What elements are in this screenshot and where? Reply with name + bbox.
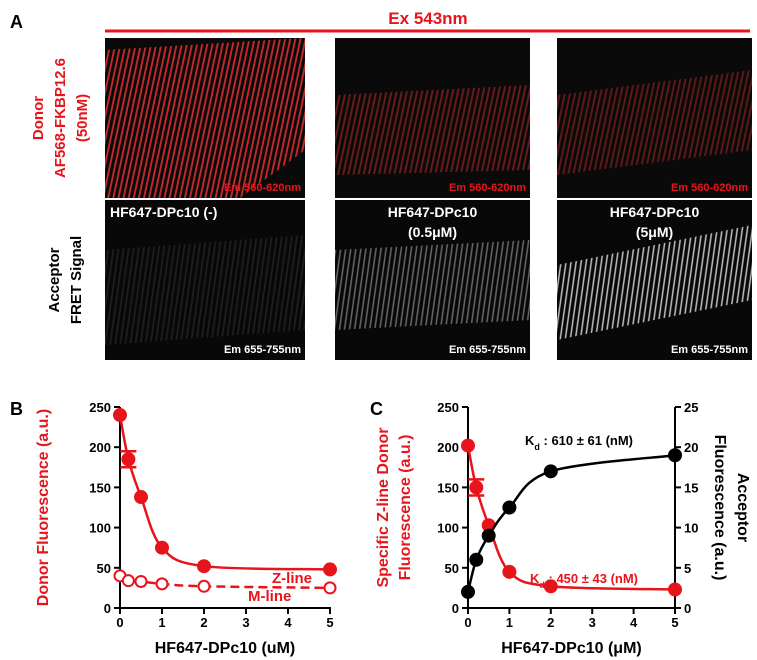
- series-line: [118, 414, 331, 571]
- y-tick-label: 0: [104, 601, 111, 616]
- y-tick-label: 50: [97, 561, 111, 576]
- y-tick-label: 200: [437, 440, 459, 455]
- data-point: [668, 582, 682, 597]
- annotation-part: d: [534, 442, 540, 452]
- x-axis-label: HF647-DPc10 (μM): [501, 640, 642, 657]
- image-caption: Em 560-620nm: [224, 182, 301, 194]
- data-point: [134, 574, 148, 588]
- data-point: [668, 448, 682, 463]
- row-label: Acceptor: [46, 247, 63, 312]
- data-point: [121, 452, 136, 467]
- x-tick-label: 4: [630, 615, 638, 630]
- y-tick-label: 50: [445, 561, 459, 576]
- data-point: [323, 581, 337, 595]
- y-axis-label: Fluorescence (a.u.): [397, 435, 414, 581]
- data-point: [197, 579, 211, 593]
- image-caption: Em 560-620nm: [449, 182, 526, 194]
- x-axis-label: HF647-DPc10 (uM): [155, 640, 295, 657]
- image-title: HF647-DPc10: [388, 204, 478, 220]
- series-label: M-line: [248, 588, 291, 605]
- data-point: [113, 408, 127, 423]
- image-caption: Em 655-755nm: [224, 344, 301, 356]
- annotation-part: : 450 ± 43 (nM): [545, 571, 638, 586]
- data-point: [323, 562, 337, 577]
- data-point: [543, 464, 558, 479]
- image-caption: Em 655-755nm: [671, 344, 748, 356]
- annotation: Kd : 450 ± 43 (nM): [530, 571, 638, 590]
- x-tick-label: 0: [464, 615, 471, 630]
- data-point: [502, 564, 517, 579]
- x-tick-label: 2: [547, 615, 554, 630]
- data-point: [502, 500, 517, 515]
- series-label: Z-line: [272, 570, 312, 587]
- image-title: (5μM): [636, 224, 673, 240]
- image-title: HF647-DPc10 (-): [110, 204, 217, 220]
- annotation-part: K: [530, 571, 540, 586]
- image-title: HF647-DPc10: [610, 204, 700, 220]
- data-point: [461, 438, 475, 453]
- data-point: [461, 584, 475, 599]
- x-tick-label: 1: [158, 615, 165, 630]
- x-tick-label: 3: [589, 615, 596, 630]
- data-point: [543, 579, 558, 594]
- x-tick-label: 1: [506, 615, 513, 630]
- x-tick-label: 5: [671, 615, 678, 630]
- panel-label: C: [370, 399, 383, 419]
- panel-label: A: [10, 12, 23, 32]
- y-tick-label: 250: [437, 400, 459, 415]
- y-tick-label: 150: [437, 480, 459, 495]
- y-axis-label: Donor Fluorescence (a.u.): [35, 409, 52, 606]
- x-tick-label: 0: [116, 615, 123, 630]
- annotation: Kd : 610 ± 61 (nM): [525, 433, 633, 452]
- y2-axis-label: Fluorescence (a.u.): [711, 435, 728, 581]
- x-tick-label: 2: [200, 615, 207, 630]
- annotation-part: : 610 ± 61 (nM): [540, 433, 633, 448]
- y2-tick-label: 10: [684, 521, 698, 536]
- y2-tick-label: 0: [684, 601, 691, 616]
- series-line: [119, 574, 331, 590]
- y2-tick-label: 5: [684, 561, 691, 576]
- data-point: [481, 528, 496, 543]
- y-tick-label: 0: [452, 601, 459, 616]
- data-point: [155, 540, 169, 555]
- y-tick-label: 150: [89, 480, 111, 495]
- annotation-part: K: [525, 433, 535, 448]
- image-title: (0.5μM): [408, 224, 457, 240]
- y-axis-label: Specific Z-line Donor: [375, 427, 392, 587]
- y2-tick-label: 15: [684, 480, 698, 495]
- data-point: [155, 577, 169, 591]
- y2-axis-label: Acceptor: [734, 473, 751, 542]
- data-point: [121, 574, 135, 588]
- data-point: [469, 552, 484, 567]
- data-point: [197, 559, 211, 574]
- y-tick-label: 100: [437, 521, 459, 536]
- row-label: (50nM): [74, 94, 91, 142]
- excitation-label: Ex 543nm: [388, 9, 467, 28]
- image-caption: Em 655-755nm: [449, 344, 526, 356]
- data-point: [469, 480, 484, 495]
- row-label: AF568-FKBP12.6: [52, 58, 69, 178]
- y-tick-label: 200: [89, 440, 111, 455]
- image-caption: Em 560-620nm: [671, 182, 748, 194]
- micrographs: [105, 29, 752, 360]
- x-tick-label: 5: [326, 615, 333, 630]
- y2-tick-label: 20: [684, 440, 698, 455]
- x-tick-label: 4: [284, 615, 292, 630]
- x-tick-label: 3: [242, 615, 249, 630]
- data-point: [134, 490, 148, 505]
- row-label: Donor: [30, 96, 47, 140]
- row-label: FRET Signal: [68, 236, 85, 324]
- y2-tick-label: 25: [684, 400, 698, 415]
- y-tick-label: 100: [89, 521, 111, 536]
- panel-label: B: [10, 399, 23, 419]
- annotation-part: d: [539, 580, 545, 590]
- y-tick-label: 250: [89, 400, 111, 415]
